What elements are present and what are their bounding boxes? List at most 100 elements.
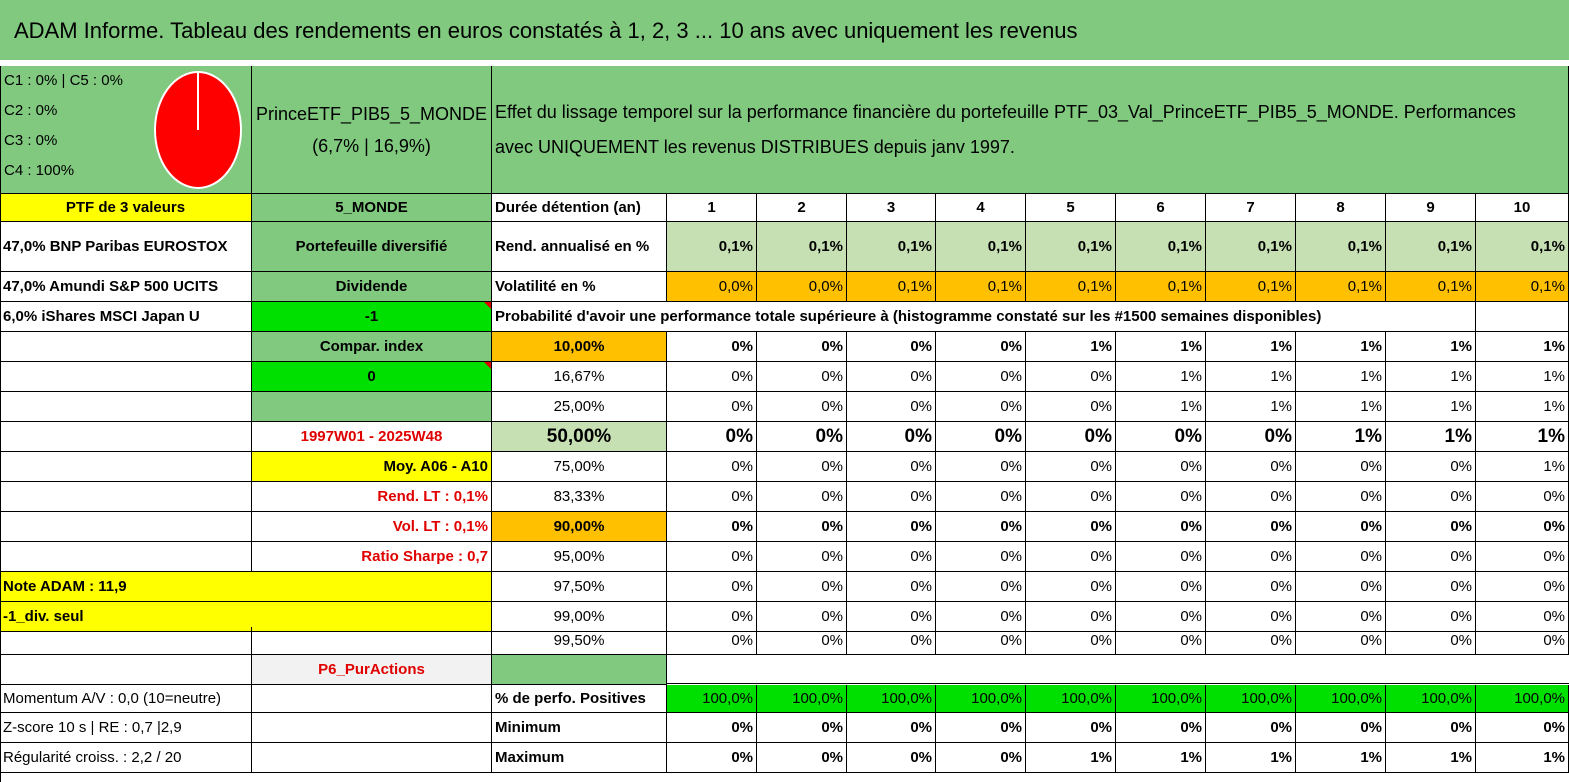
rend-value[interactable]: 0,1%	[1116, 222, 1206, 272]
portfolio-name-cell[interactable]: PrinceETF_PIB5_5_MONDE (6,7% | 16,9%)	[252, 66, 492, 194]
maximum-value[interactable]: 1%	[1206, 743, 1296, 773]
prob-value[interactable]: 0%	[1386, 602, 1476, 632]
prob-value[interactable]: 0%	[847, 332, 936, 362]
moy-cell[interactable]: Moy. A06 - A10	[252, 452, 492, 482]
empty-cell[interactable]	[0, 627, 252, 655]
rend-label[interactable]: Rend. annualisé en %	[492, 222, 667, 272]
prob-value[interactable]: 1%	[1476, 362, 1569, 392]
prob-value[interactable]: 0%	[757, 452, 847, 482]
prob-value[interactable]: 0%	[1296, 512, 1386, 542]
minimum-value[interactable]: 0%	[757, 713, 847, 743]
rend-value[interactable]: 0,1%	[1026, 222, 1116, 272]
prob-value[interactable]: 0%	[1026, 422, 1116, 452]
minimum-value[interactable]: 0%	[1116, 713, 1206, 743]
value2-cell[interactable]: 0	[252, 362, 492, 392]
prob-value[interactable]: 0%	[667, 482, 757, 512]
zscore-cell[interactable]: Z-score 10 s | RE : 0,7 |2,9	[0, 713, 492, 743]
prob-value[interactable]: 0%	[667, 512, 757, 542]
threshold-cell[interactable]: 10,00%	[492, 332, 667, 362]
prob-value[interactable]: 0%	[1026, 512, 1116, 542]
year-header[interactable]: 5	[1026, 194, 1116, 222]
prob-value[interactable]: 1%	[1026, 332, 1116, 362]
minimum-value[interactable]: 0%	[1206, 713, 1296, 743]
prob-value[interactable]: 0%	[757, 627, 847, 655]
prob-value[interactable]: 0%	[667, 627, 757, 655]
prob-value[interactable]: 0%	[847, 512, 936, 542]
empty-cell[interactable]	[0, 512, 252, 542]
prob-value[interactable]: 1%	[1296, 392, 1386, 422]
maximum-value[interactable]: 0%	[757, 743, 847, 773]
prob-value[interactable]: 1%	[1386, 362, 1476, 392]
prob-value[interactable]: 0%	[1386, 627, 1476, 655]
holding-3[interactable]: 6,0% iShares MSCI Japan U	[0, 302, 252, 332]
prob-value[interactable]: 0%	[936, 572, 1026, 602]
minimum-value[interactable]: 0%	[1296, 713, 1386, 743]
prob-value[interactable]: 0%	[1386, 482, 1476, 512]
prob-value[interactable]: 0%	[1026, 482, 1116, 512]
prob-value[interactable]: 1%	[1116, 332, 1206, 362]
prob-value[interactable]: 0%	[1296, 542, 1386, 572]
prob-value[interactable]: 0%	[1476, 572, 1569, 602]
prob-value[interactable]: 0%	[667, 542, 757, 572]
prob-value[interactable]: 0%	[1026, 627, 1116, 655]
duree-label[interactable]: Durée détention (an)	[492, 194, 667, 222]
prob-value[interactable]: 0%	[936, 512, 1026, 542]
positives-value[interactable]: 100,0%	[1116, 685, 1206, 713]
positives-value[interactable]: 100,0%	[847, 685, 936, 713]
empty-cell[interactable]	[1476, 302, 1569, 332]
threshold-cell[interactable]: 83,33%	[492, 482, 667, 512]
threshold-cell[interactable]: 16,67%	[492, 362, 667, 392]
rend-value[interactable]: 0,1%	[1476, 222, 1569, 272]
empty-cell[interactable]	[0, 655, 252, 685]
prob-value[interactable]: 0%	[936, 392, 1026, 422]
minimum-value[interactable]: 0%	[667, 713, 757, 743]
momentum-cell[interactable]: Momentum A/V : 0,0 (10=neutre)	[0, 685, 492, 713]
positives-label[interactable]: % de perfo. Positives	[492, 685, 667, 713]
prob-value[interactable]: 0%	[936, 482, 1026, 512]
note-adam-cell[interactable]: Note ADAM : 11,9	[0, 572, 492, 602]
category-cell[interactable]: P6_PurActions	[252, 655, 492, 685]
year-header[interactable]: 1	[667, 194, 757, 222]
vol-value[interactable]: 0,1%	[1026, 272, 1116, 302]
vol-label[interactable]: Volatilité en %	[492, 272, 667, 302]
prob-value[interactable]: 1%	[1296, 362, 1386, 392]
prob-value[interactable]: 0%	[1296, 627, 1386, 655]
empty-cell[interactable]	[0, 392, 252, 422]
positives-value[interactable]: 100,0%	[936, 685, 1026, 713]
prob-value[interactable]: 1%	[1386, 392, 1476, 422]
prob-value[interactable]: 0%	[1386, 572, 1476, 602]
year-header[interactable]: 4	[936, 194, 1026, 222]
prob-value[interactable]: 0%	[847, 452, 936, 482]
minimum-value[interactable]: 0%	[1386, 713, 1476, 743]
prob-value[interactable]: 0%	[757, 542, 847, 572]
prob-value[interactable]: 1%	[1116, 392, 1206, 422]
prob-value[interactable]: 0%	[1206, 627, 1296, 655]
portfolio-type[interactable]: Portefeuille diversifié	[252, 222, 492, 272]
prob-value[interactable]: 0%	[1206, 512, 1296, 542]
prob-value[interactable]: 0%	[757, 482, 847, 512]
rend-value[interactable]: 0,1%	[847, 222, 936, 272]
positives-value[interactable]: 100,0%	[757, 685, 847, 713]
empty-cell[interactable]	[0, 482, 252, 512]
prob-value[interactable]: 0%	[847, 482, 936, 512]
empty-cell[interactable]	[252, 627, 492, 655]
prob-value[interactable]: 0%	[1476, 512, 1569, 542]
sharpe-cell[interactable]: Ratio Sharpe : 0,7	[252, 542, 492, 572]
vol-value[interactable]: 0,1%	[1116, 272, 1206, 302]
prob-value[interactable]: 0%	[936, 422, 1026, 452]
maximum-value[interactable]: 0%	[667, 743, 757, 773]
prob-value[interactable]: 0%	[1296, 452, 1386, 482]
maximum-label[interactable]: Maximum	[492, 743, 667, 773]
prob-value[interactable]: 0%	[1116, 542, 1206, 572]
rend-lt-cell[interactable]: Rend. LT : 0,1%	[252, 482, 492, 512]
prob-value[interactable]: 0%	[757, 392, 847, 422]
prob-value[interactable]: 1%	[1476, 392, 1569, 422]
prob-value[interactable]: 0%	[936, 362, 1026, 392]
positives-value[interactable]: 100,0%	[1296, 685, 1386, 713]
prob-value[interactable]: 0%	[1476, 627, 1569, 655]
prob-value[interactable]: 0%	[757, 602, 847, 632]
prob-value[interactable]: 1%	[1476, 452, 1569, 482]
maximum-value[interactable]: 1%	[1116, 743, 1206, 773]
positives-value[interactable]: 100,0%	[1026, 685, 1116, 713]
vol-value[interactable]: 0,1%	[1476, 272, 1569, 302]
